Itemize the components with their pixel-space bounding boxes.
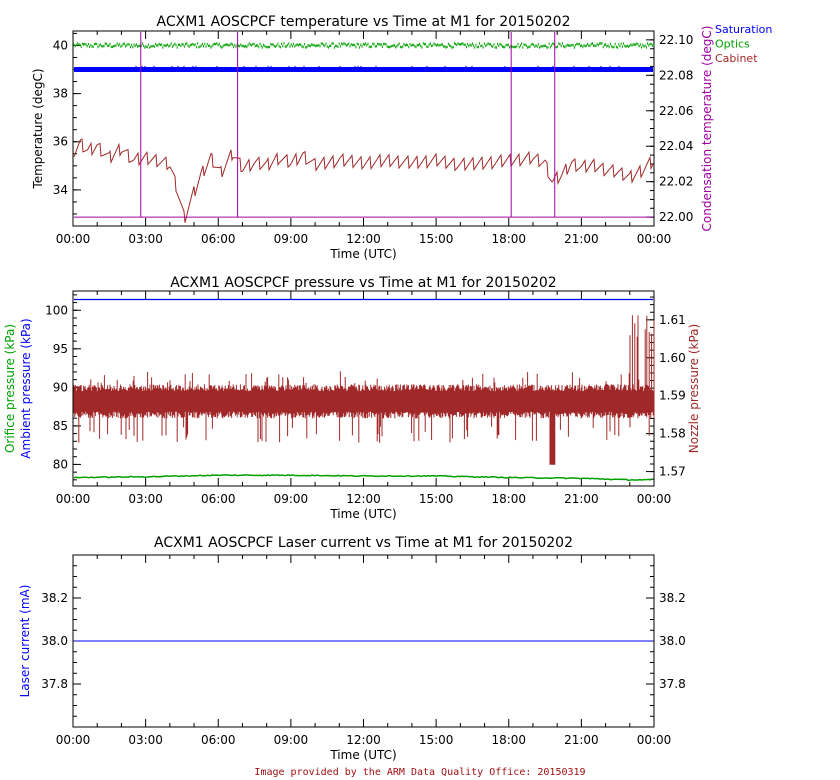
plot-frame bbox=[72, 30, 655, 227]
y-left-tick-label: 38.2 bbox=[41, 591, 68, 605]
legend-entry: Cabinet bbox=[715, 52, 758, 65]
y-left-tick-label: 36 bbox=[53, 135, 68, 149]
legend-entry: Optics bbox=[715, 38, 750, 51]
series-saturation-noise bbox=[135, 65, 653, 71]
x-tick-label: 15:00 bbox=[419, 733, 454, 747]
y-right-tick-label: 1.59 bbox=[659, 389, 686, 403]
y-right-axis-label: Condensation temperature (degC) bbox=[700, 26, 714, 232]
y-right-tick-label: 22.00 bbox=[659, 210, 693, 224]
y-right-tick-label: 22.08 bbox=[659, 68, 693, 82]
x-tick-label: 03:00 bbox=[128, 492, 163, 506]
y-right-axis-label: Nozzle pressure (kPa) bbox=[687, 324, 701, 453]
series-optics bbox=[73, 42, 655, 49]
y-right-tick-label: 22.06 bbox=[659, 104, 693, 118]
x-tick-label: 15:00 bbox=[419, 232, 454, 246]
x-tick-label: 12:00 bbox=[346, 733, 381, 747]
x-tick-label: 12:00 bbox=[346, 232, 381, 246]
panel-2: ACXM1 AOSCPCF pressure vs Time at M1 for… bbox=[3, 275, 701, 521]
x-tick-label: 21:00 bbox=[564, 492, 599, 506]
x-tick-label: 09:00 bbox=[274, 733, 309, 747]
y-left-tick-label: 38 bbox=[53, 87, 68, 101]
x-tick-label: 09:00 bbox=[274, 232, 309, 246]
panel-1: ACXM1 AOSCPCF temperature vs Time at M1 … bbox=[31, 14, 772, 261]
x-tick-label: 06:00 bbox=[201, 492, 236, 506]
series-orifice-pressure bbox=[73, 474, 653, 482]
y-left-tick-label: 100 bbox=[45, 303, 68, 317]
x-tick-label: 06:00 bbox=[201, 232, 236, 246]
x-axis-label: Time (UTC) bbox=[329, 748, 396, 762]
y-left-tick-label: 80 bbox=[53, 457, 68, 471]
y-left-axis-label: Temperature (degC) bbox=[31, 68, 45, 189]
y-left-tick-label: 34 bbox=[53, 183, 68, 197]
x-tick-label: 00:00 bbox=[637, 232, 672, 246]
x-tick-label: 00:00 bbox=[56, 232, 91, 246]
y-right-tick-label: 38.2 bbox=[659, 591, 686, 605]
x-tick-label: 21:00 bbox=[564, 733, 599, 747]
y-right-tick-label: 22.02 bbox=[659, 175, 693, 189]
chart-title: ACXM1 AOSCPCF temperature vs Time at M1 … bbox=[157, 14, 571, 30]
x-tick-label: 18:00 bbox=[491, 492, 526, 506]
x-axis-label: Time (UTC) bbox=[329, 507, 396, 521]
footer-credit: Image provided by the ARM Data Quality O… bbox=[254, 767, 586, 778]
y-left-axis-label-orifice: Orifice pressure (kPa) bbox=[3, 324, 17, 453]
y-right-tick-label: 38.0 bbox=[659, 634, 686, 648]
x-tick-label: 18:00 bbox=[491, 733, 526, 747]
chart-title: ACXM1 AOSCPCF pressure vs Time at M1 for… bbox=[170, 275, 556, 291]
series-cabinet bbox=[73, 138, 654, 223]
x-tick-label: 00:00 bbox=[56, 492, 91, 506]
x-tick-label: 21:00 bbox=[564, 232, 599, 246]
y-left-axis-label: Laser current (mA) bbox=[18, 585, 32, 698]
y-right-tick-label: 1.58 bbox=[659, 427, 686, 441]
legend-entry: Saturation bbox=[715, 23, 772, 36]
y-left-tick-label: 38.0 bbox=[41, 634, 68, 648]
y-left-tick-label: 85 bbox=[53, 419, 68, 433]
x-axis-label: Time (UTC) bbox=[329, 247, 396, 261]
panel-3: ACXM1 AOSCPCF Laser current vs Time at M… bbox=[18, 535, 686, 762]
y-left-tick-label: 37.8 bbox=[41, 677, 68, 691]
chart-title: ACXM1 AOSCPCF Laser current vs Time at M… bbox=[154, 535, 573, 551]
x-tick-label: 18:00 bbox=[491, 232, 526, 246]
x-tick-label: 06:00 bbox=[201, 733, 236, 747]
x-tick-label: 00:00 bbox=[637, 733, 672, 747]
y-right-tick-label: 37.8 bbox=[659, 677, 686, 691]
y-right-tick-label: 1.61 bbox=[659, 313, 686, 327]
y-right-tick-label: 22.04 bbox=[659, 139, 693, 153]
y-right-tick-label: 22.10 bbox=[659, 33, 693, 47]
x-tick-label: 15:00 bbox=[419, 492, 454, 506]
series-nozzle-pressure bbox=[73, 315, 655, 465]
y-left-axis-label-ambient: Ambient pressure (kPa) bbox=[19, 318, 33, 458]
y-left-tick-label: 90 bbox=[53, 380, 68, 394]
y-left-tick-label: 40 bbox=[53, 38, 68, 52]
y-right-tick-label: 1.57 bbox=[659, 465, 686, 479]
x-tick-label: 03:00 bbox=[128, 232, 163, 246]
x-tick-label: 12:00 bbox=[346, 492, 381, 506]
x-tick-label: 00:00 bbox=[56, 733, 91, 747]
x-tick-label: 03:00 bbox=[128, 733, 163, 747]
y-left-tick-label: 95 bbox=[53, 342, 68, 356]
x-tick-label: 00:00 bbox=[637, 492, 672, 506]
x-tick-label: 09:00 bbox=[274, 492, 309, 506]
y-right-tick-label: 1.60 bbox=[659, 351, 686, 365]
